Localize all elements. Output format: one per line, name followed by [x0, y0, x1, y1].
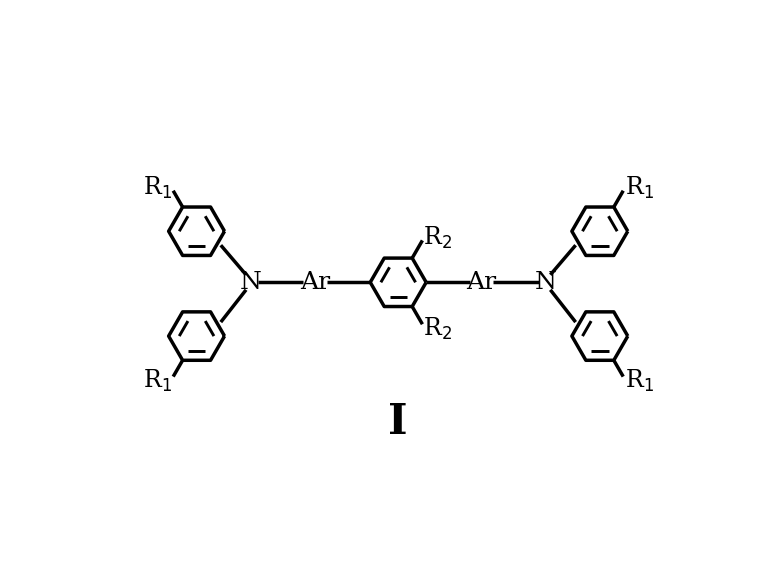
- Text: N: N: [239, 271, 261, 294]
- Text: R$_1$: R$_1$: [625, 368, 653, 394]
- Text: Ar: Ar: [300, 271, 330, 294]
- Text: Ar: Ar: [466, 271, 497, 294]
- Text: I: I: [388, 401, 408, 443]
- Text: R$_1$: R$_1$: [625, 175, 653, 201]
- Text: R$_2$: R$_2$: [423, 225, 452, 251]
- Text: R$_2$: R$_2$: [423, 316, 452, 342]
- Text: R$_1$: R$_1$: [143, 368, 172, 394]
- Text: N: N: [535, 271, 557, 294]
- Text: R$_1$: R$_1$: [143, 175, 172, 201]
